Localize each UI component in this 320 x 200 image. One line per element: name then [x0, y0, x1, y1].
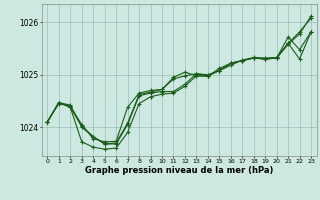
X-axis label: Graphe pression niveau de la mer (hPa): Graphe pression niveau de la mer (hPa)	[85, 166, 273, 175]
